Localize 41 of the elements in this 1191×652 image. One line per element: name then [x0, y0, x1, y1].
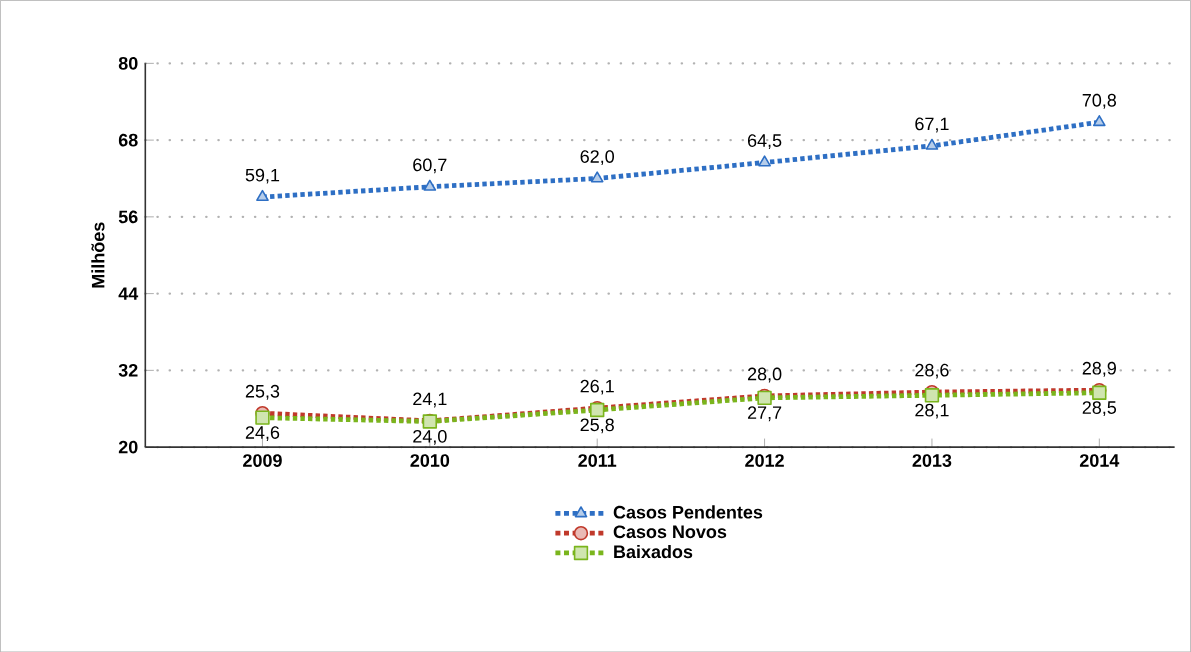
x-tick-label: 2013 [912, 453, 952, 467]
data-label: 60,7 [413, 158, 447, 174]
data-label: 24,0 [413, 429, 447, 445]
x-tick-label: 2012 [745, 453, 784, 467]
y-tick-label: 56 [118, 210, 138, 224]
y-tick-label: 80 [118, 56, 138, 70]
y-tick-label: 20 [118, 440, 138, 454]
data-label: 64,5 [747, 133, 782, 149]
x-tick-label: 2014 [1079, 453, 1120, 467]
data-label: 27,7 [747, 406, 782, 421]
data-label: 24,6 [245, 425, 280, 441]
data-label: 28,6 [915, 363, 949, 379]
data-label: 26,1 [580, 379, 614, 395]
point [1092, 114, 1106, 127]
y-tick-label: 44 [118, 287, 139, 300]
data-label: 28,0 [747, 367, 782, 383]
x-tick-label: 2010 [410, 453, 450, 467]
legend-label: Casos Novos [613, 525, 727, 538]
data-label: 67,1 [915, 117, 949, 133]
point [256, 189, 269, 201]
x-tick-label: 2011 [578, 453, 617, 467]
data-label: 28,1 [915, 403, 949, 419]
data-label: 24,1 [413, 392, 447, 408]
point [925, 138, 939, 150]
point [423, 179, 437, 191]
y-tick-label: 32 [118, 363, 138, 377]
legend-label: Casos Pendentes [613, 505, 763, 519]
point [255, 410, 270, 425]
point [758, 155, 771, 167]
y-tick-label: 68 [118, 133, 138, 147]
y-axis-title: Milhões [91, 222, 105, 288]
data-label: 62,0 [580, 149, 615, 165]
point [590, 171, 604, 183]
data-label: 28,5 [1082, 401, 1117, 416]
data-label: 25,3 [245, 384, 280, 400]
data-label: 28,9 [1082, 361, 1116, 377]
x-tick-label: 2009 [243, 453, 282, 467]
data-label: 59,1 [245, 168, 280, 184]
legend-label: Baixados [614, 544, 693, 559]
data-label: 70,8 [1082, 93, 1117, 109]
data-label: 25,8 [580, 418, 614, 434]
